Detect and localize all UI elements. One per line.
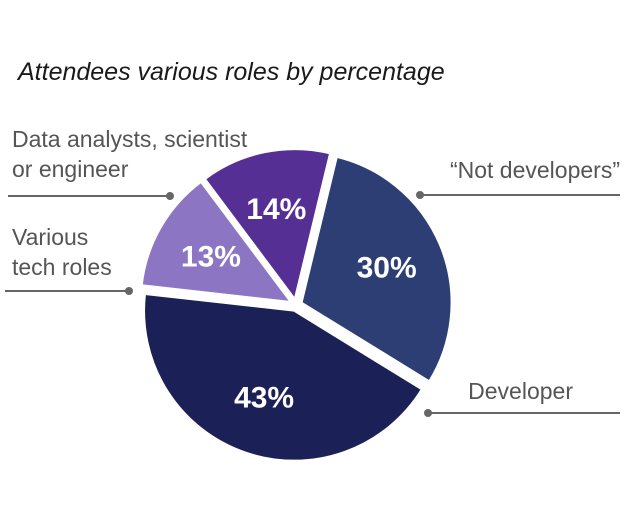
callout-developer: Developer bbox=[424, 378, 620, 417]
pie-slice-not-developers bbox=[300, 155, 453, 383]
leader-dot-not-developers bbox=[416, 191, 424, 199]
pie-slice-various-tech-roles bbox=[140, 180, 293, 304]
chart-title: Attendees various roles by percentage bbox=[16, 58, 445, 86]
callout-various-tech-roles: Various tech roles bbox=[5, 224, 133, 295]
pie-slices bbox=[140, 148, 453, 462]
percentage-labels: 30% 43% 13%14% bbox=[181, 193, 417, 415]
leader-dot-data-analysts bbox=[166, 192, 174, 200]
callout-label-various-tech-roles-line1: Various bbox=[12, 224, 88, 250]
leader-dot-various-tech-roles bbox=[125, 287, 133, 295]
pct-label-various-tech-roles: 13% bbox=[181, 240, 241, 273]
callout-label-data-analysts-line2: or engineer bbox=[12, 156, 129, 182]
callout-label-not-developers: “Not developers” bbox=[450, 157, 620, 183]
pct-label-data-analysts-scientist-or-engineer: 14% bbox=[246, 193, 306, 226]
callout-data-analysts: Data analysts, scientist or engineer bbox=[8, 126, 248, 200]
pct-label-developer: 43% bbox=[234, 382, 294, 415]
leader-dot-developer bbox=[424, 409, 432, 417]
pct-label-not-developers: 30% bbox=[357, 252, 417, 285]
callout-label-developer: Developer bbox=[468, 378, 573, 404]
pie-slice-developer bbox=[143, 292, 424, 462]
callout-not-developers: “Not developers” bbox=[416, 157, 620, 199]
callout-label-various-tech-roles-line2: tech roles bbox=[12, 254, 112, 280]
callout-label-data-analysts-line1: Data analysts, scientist bbox=[12, 126, 248, 152]
pie-slice-data-analysts-scientist-or-engineer bbox=[203, 148, 332, 302]
